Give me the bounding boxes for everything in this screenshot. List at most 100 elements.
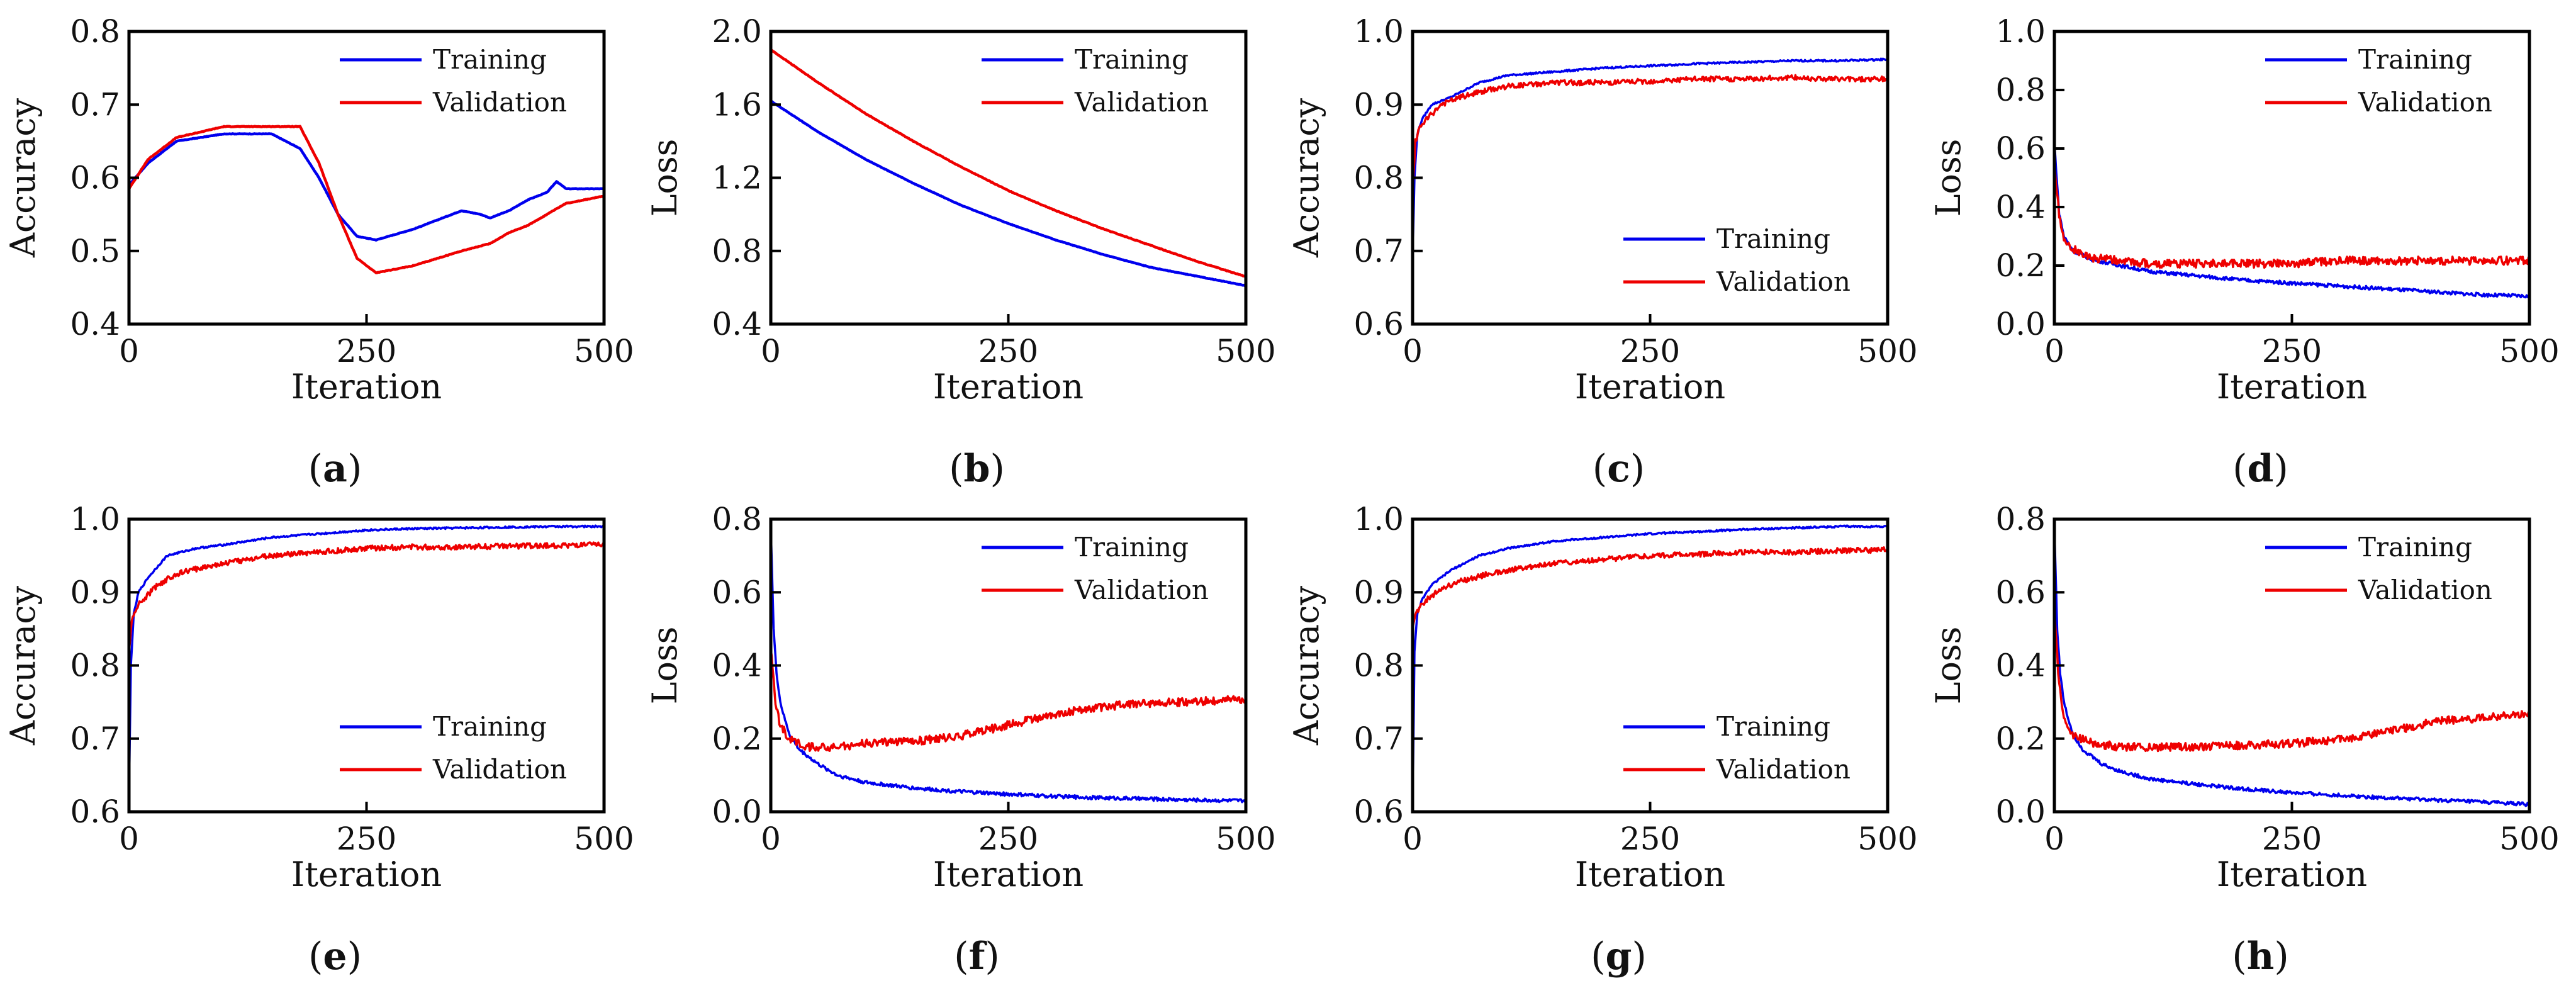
y-tick-label: 0.6 xyxy=(1353,306,1404,342)
y-tick-label: 0.9 xyxy=(1353,86,1404,123)
x-tick-label: 250 xyxy=(337,333,396,369)
panel-label: (a) xyxy=(308,447,362,491)
y-tick-label: 0.8 xyxy=(712,233,762,269)
panel-f: 0.0 0.2 0.4 0.6 0.8 0 250 500 Iteration Loss Train… xyxy=(645,501,1276,979)
series-line-training xyxy=(1413,57,1888,259)
panel-d: 0.0 0.2 0.4 0.6 0.8 1.0 0 250 500 Iteration Loss Tr… xyxy=(1929,13,2560,491)
panel-g: 0.6 0.7 0.8 0.9 1.0 0 250 500 Iteration Accuracy T… xyxy=(1287,501,1918,979)
legend-label: Training xyxy=(433,711,547,742)
x-axis-title: Iteration xyxy=(933,367,1084,407)
series-line-training xyxy=(771,527,1246,804)
y-tick-label: 0.7 xyxy=(1353,233,1404,269)
x-tick-label: 250 xyxy=(1620,821,1680,857)
y-tick-label: 1.0 xyxy=(1353,501,1404,537)
y-tick-label: 0.6 xyxy=(712,574,762,610)
series-line-training xyxy=(771,99,1246,288)
legend: Training Validation xyxy=(1623,711,1851,785)
legend-label: Training xyxy=(433,44,547,75)
panel-c: 0.6 0.7 0.8 0.9 1.0 0 250 500 Iteration Accuracy T… xyxy=(1287,13,1918,491)
x-tick-label: 500 xyxy=(1857,821,1917,857)
panel-label: (g) xyxy=(1591,934,1647,979)
y-tick-label: 0.6 xyxy=(1995,130,2046,167)
x-tick-label: 500 xyxy=(2499,333,2559,369)
x-tick-label: 250 xyxy=(1620,333,1680,369)
y-axis-title: Loss xyxy=(1929,139,1968,217)
y-tick-label: 0.0 xyxy=(1995,306,2046,342)
panel-label: (f) xyxy=(954,934,1000,979)
legend: Training Validation xyxy=(982,44,1209,118)
plot-lines xyxy=(129,524,604,797)
legend-label: Validation xyxy=(432,754,567,785)
panel-a: 0.4 0.5 0.6 0.7 0.8 0 250 500 Iteration Accuracy T… xyxy=(3,13,634,491)
x-tick-label: 250 xyxy=(978,821,1038,857)
legend-label: Validation xyxy=(2358,575,2492,605)
series-line-validation xyxy=(1413,74,1888,192)
x-tick-label: 0 xyxy=(2044,333,2064,369)
series-line-training xyxy=(129,132,604,242)
y-axis-title: Accuracy xyxy=(3,98,43,259)
plot-frame xyxy=(2052,30,2531,326)
x-axis-title: Iteration xyxy=(2217,855,2367,894)
x-tick-label: 0 xyxy=(2044,821,2064,857)
y-tick-label: 0.4 xyxy=(712,306,762,342)
series-line-validation xyxy=(129,541,604,653)
y-tick-label: 1.0 xyxy=(1353,13,1404,50)
y-tick-label: 0.7 xyxy=(70,721,120,757)
legend: Training Validation xyxy=(340,44,567,118)
y-axis-title: Loss xyxy=(645,139,685,217)
plot-lines xyxy=(771,527,1246,804)
x-tick-label: 0 xyxy=(761,333,781,369)
panel-label: (h) xyxy=(2232,934,2288,979)
y-tick-label: 0.2 xyxy=(1995,721,2046,757)
y-tick-label: 0.0 xyxy=(1995,794,2046,830)
x-axis-title: Iteration xyxy=(291,367,442,407)
legend-label: Training xyxy=(2358,532,2472,563)
x-axis-title: Iteration xyxy=(1575,367,1725,407)
y-tick-label: 0.5 xyxy=(70,233,120,269)
y-tick-label: 1.6 xyxy=(712,86,762,123)
y-tick-label: 1.0 xyxy=(1995,13,2046,50)
plot-lines xyxy=(1413,57,1888,259)
y-tick-label: 0.8 xyxy=(1995,72,2046,108)
series-line-validation xyxy=(771,649,1246,752)
x-tick-label: 0 xyxy=(1403,821,1423,857)
plot-frame xyxy=(769,30,1248,326)
y-tick-label: 2.0 xyxy=(712,13,762,50)
y-tick-label: 0.2 xyxy=(1995,247,2046,284)
series-line-training xyxy=(1413,524,1888,812)
panel-label: (b) xyxy=(949,447,1005,491)
legend-label: Training xyxy=(1716,711,1830,742)
panel-h: 0.0 0.2 0.4 0.6 0.8 0 250 500 Iteration Loss Train… xyxy=(1929,501,2560,979)
series-line-training xyxy=(129,524,604,797)
y-tick-label: 0.9 xyxy=(70,574,120,610)
plot-frame xyxy=(127,30,606,326)
x-tick-label: 0 xyxy=(119,333,139,369)
legend-label: Validation xyxy=(1074,87,1209,118)
panel-label: (e) xyxy=(308,934,362,979)
plot-lines xyxy=(2054,526,2529,807)
legend-label: Training xyxy=(2358,44,2472,75)
panel-label: (d) xyxy=(2232,447,2288,491)
y-tick-label: 0.8 xyxy=(1995,501,2046,537)
x-tick-label: 0 xyxy=(761,821,781,857)
y-tick-label: 0.8 xyxy=(1353,160,1404,196)
x-tick-label: 500 xyxy=(1857,333,1917,369)
x-tick-label: 500 xyxy=(2499,821,2559,857)
y-tick-label: 0.7 xyxy=(70,86,120,123)
legend: Training Validation xyxy=(2265,532,2492,605)
y-axis-title: Loss xyxy=(1929,627,1968,705)
y-tick-label: 0.8 xyxy=(70,13,120,50)
x-tick-label: 500 xyxy=(574,333,634,369)
y-tick-label: 1.0 xyxy=(70,501,120,537)
panel-b: 0.4 0.8 1.2 1.6 2.0 0 250 500 Iteration Loss Train… xyxy=(645,13,1276,491)
plot-frame xyxy=(2052,517,2531,814)
x-tick-label: 0 xyxy=(1403,333,1423,369)
y-tick-label: 0.4 xyxy=(1995,648,2046,684)
series-line-training xyxy=(2054,142,2529,299)
legend: Training Validation xyxy=(340,711,567,785)
y-tick-label: 0.8 xyxy=(1353,648,1404,684)
plot-lines xyxy=(2054,142,2529,299)
legend-label: Validation xyxy=(1074,575,1209,605)
x-axis-title: Iteration xyxy=(1575,855,1725,894)
